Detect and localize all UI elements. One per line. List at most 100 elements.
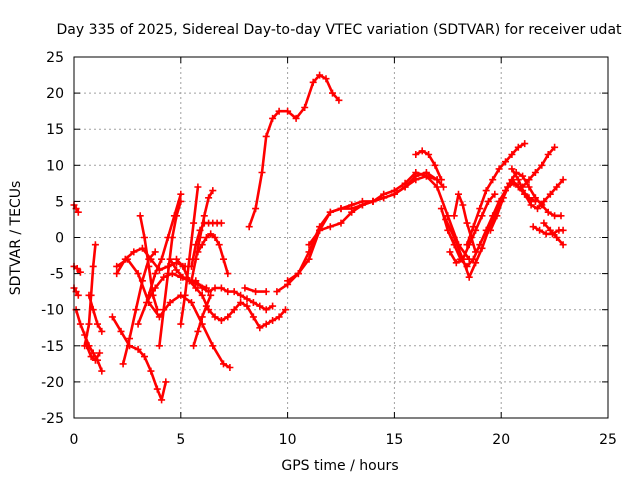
series-track-22 — [190, 291, 215, 350]
series-track-6 — [85, 291, 106, 335]
data-point — [249, 313, 257, 321]
data-point — [74, 291, 82, 299]
data-point — [538, 161, 546, 169]
data-point — [173, 255, 180, 263]
data-point — [529, 223, 537, 231]
data-point — [141, 353, 148, 361]
data-point — [502, 158, 509, 166]
data-point — [138, 277, 146, 285]
axis-ticks — [73, 56, 609, 419]
data-point — [237, 299, 245, 306]
data-point — [211, 284, 219, 292]
data-point — [514, 143, 522, 151]
data-point — [401, 179, 409, 187]
data-point — [243, 295, 251, 303]
data-point — [249, 299, 257, 306]
data-point — [256, 324, 264, 332]
data-point — [559, 241, 567, 249]
data-point — [544, 208, 552, 216]
data-point — [98, 367, 106, 375]
data-point — [134, 345, 142, 353]
data-point — [252, 205, 260, 213]
series-track-20 — [188, 219, 225, 270]
data-point — [348, 208, 356, 216]
series-track-32 — [450, 190, 480, 256]
data-point — [230, 288, 238, 296]
data-point — [521, 190, 529, 198]
data-point — [243, 302, 251, 310]
series-track-8 — [108, 313, 170, 404]
series-track-7 — [83, 342, 104, 364]
series-track-24 — [245, 71, 343, 231]
data-point — [85, 320, 93, 328]
series-line — [465, 142, 527, 246]
data-point — [491, 190, 499, 198]
series-track-38 — [540, 219, 567, 249]
data-point — [94, 320, 101, 328]
data-point — [173, 212, 180, 220]
data-point — [153, 306, 161, 314]
y-tick-label: -10 — [41, 303, 64, 319]
data-point — [198, 291, 206, 299]
data-point — [294, 270, 302, 278]
data-point — [305, 248, 313, 256]
data-point — [166, 255, 174, 263]
data-point — [431, 161, 439, 169]
data-point — [536, 226, 544, 234]
data-point — [205, 288, 213, 296]
data-point — [514, 176, 522, 184]
data-point — [160, 306, 168, 314]
data-point — [459, 201, 467, 209]
data-point — [91, 356, 99, 364]
data-point — [316, 226, 324, 234]
x-axis-label: GPS time / hours — [281, 458, 398, 474]
data-point — [85, 291, 93, 299]
series-line — [286, 171, 445, 283]
data-point — [76, 320, 84, 328]
data-point — [83, 342, 91, 350]
data-point — [252, 288, 260, 296]
data-point — [202, 234, 210, 241]
data-point — [188, 277, 195, 285]
y-tick-label: 20 — [46, 86, 64, 102]
data-point — [119, 360, 127, 368]
data-point — [459, 255, 467, 263]
y-tick-label: -15 — [41, 339, 64, 355]
data-point — [188, 262, 195, 270]
y-tick-label: -20 — [41, 375, 64, 391]
data-point — [168, 234, 176, 241]
data-point — [141, 234, 148, 241]
data-point — [198, 284, 206, 292]
y-axis-label: SDTVAR / TECUs — [8, 181, 24, 296]
series-track-2 — [70, 262, 84, 276]
y-tick-label: -5 — [50, 267, 64, 283]
data-point — [151, 248, 159, 256]
data-point — [450, 234, 458, 241]
data-point — [482, 187, 490, 195]
data-point — [463, 219, 471, 227]
data-point — [217, 317, 225, 324]
data-point — [200, 212, 208, 220]
data-point — [412, 151, 420, 158]
data-point — [519, 172, 527, 180]
data-point — [155, 342, 163, 350]
data-point — [237, 291, 245, 299]
data-point — [534, 205, 541, 213]
x-tick-label: 10 — [279, 432, 297, 448]
series-track-1 — [70, 201, 82, 216]
data-point — [202, 302, 210, 310]
data-point — [337, 205, 345, 213]
data-point — [433, 183, 441, 191]
data-point — [226, 364, 234, 371]
data-point — [305, 241, 313, 249]
data-point — [215, 241, 223, 249]
y-tick-label: -25 — [41, 411, 64, 427]
data-point — [442, 215, 450, 223]
data-point — [134, 270, 142, 278]
data-point — [177, 190, 185, 198]
data-point — [98, 327, 106, 335]
data-point — [284, 277, 292, 285]
y-tick-labels: -25 -20 -15 -10 -5 0 5 10 15 20 25 — [41, 50, 64, 427]
data-point — [292, 114, 300, 122]
data-point — [121, 255, 129, 263]
